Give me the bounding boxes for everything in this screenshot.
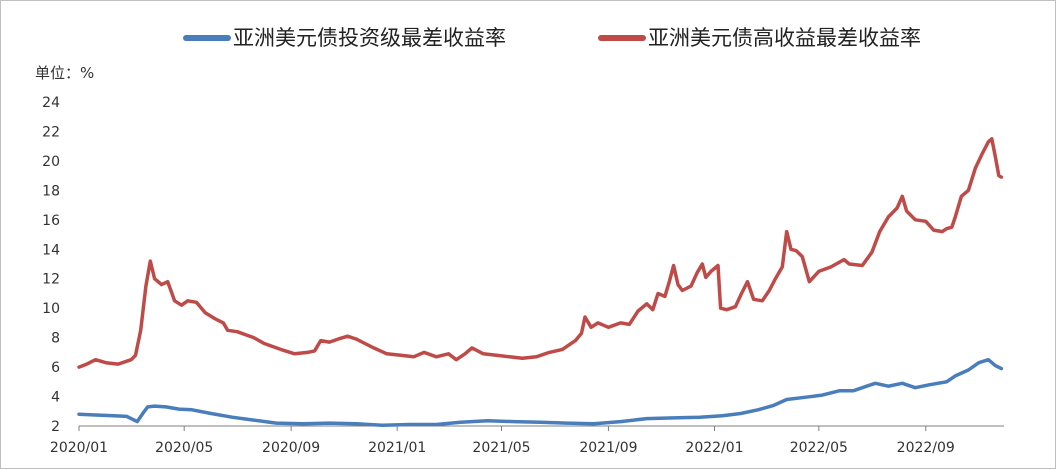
- unit-label: 单位：%: [35, 64, 94, 82]
- legend-label-ig: 亚洲美元债投资级最差收益率: [233, 26, 506, 50]
- legend: 亚洲美元债投资级最差收益率 亚洲美元债高收益最差收益率: [183, 26, 921, 50]
- y-tick-label: 14: [42, 242, 60, 258]
- y-tick-label: 12: [42, 272, 60, 288]
- y-tick-label: 22: [42, 124, 60, 140]
- x-tick-label: 2022/05: [790, 440, 848, 456]
- x-tick-label: 2021/01: [368, 440, 426, 456]
- series-line-investment-grade: [77, 357, 1004, 428]
- y-tick-label: 2: [51, 419, 60, 435]
- legend-label-hy: 亚洲美元债高收益最差收益率: [648, 26, 921, 50]
- y-tick-label: 20: [42, 154, 60, 170]
- y-tick-label: 6: [51, 360, 60, 376]
- y-tick-label: 18: [42, 183, 60, 199]
- series-line-high-yield: [77, 137, 1004, 369]
- x-tick-label: 2020/01: [50, 440, 108, 456]
- y-tick-label: 16: [42, 213, 60, 229]
- series-layer: [77, 137, 1004, 428]
- x-tick-label: 2021/09: [579, 440, 637, 456]
- y-tick-label: 8: [51, 331, 60, 347]
- y-tick-label: 4: [51, 390, 60, 406]
- x-tick-label: 2020/05: [155, 440, 213, 456]
- y-tick-label: 10: [42, 301, 60, 317]
- x-tick-label: 2020/09: [262, 440, 320, 456]
- x-axis: 2020/01 2020/05 2020/09 2021/01 2021/05 2021/…: [50, 425, 1004, 456]
- y-tick-label: 24: [42, 95, 60, 111]
- x-tick-label: 2021/05: [472, 440, 530, 456]
- x-tick-label: 2022/09: [897, 440, 955, 456]
- x-tick-label: 2022/01: [685, 440, 743, 456]
